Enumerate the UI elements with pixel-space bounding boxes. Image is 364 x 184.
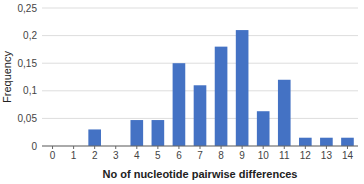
x-tick xyxy=(200,146,201,149)
bar xyxy=(215,47,228,146)
bar xyxy=(299,138,312,146)
grid-line xyxy=(42,63,358,64)
x-tick-label: 4 xyxy=(134,150,140,161)
x-tick-label: 11 xyxy=(279,150,290,161)
x-tick xyxy=(326,146,327,149)
x-tick-label: 8 xyxy=(218,150,224,161)
x-tick-label: 13 xyxy=(321,150,333,161)
x-tick-label: 5 xyxy=(155,150,161,161)
x-tick xyxy=(157,146,158,149)
x-tick xyxy=(284,146,285,149)
x-tick xyxy=(263,146,264,149)
x-tick-label: 10 xyxy=(258,150,270,161)
x-tick xyxy=(115,146,116,149)
y-tick-label: 0,1 xyxy=(23,85,37,96)
x-tick xyxy=(305,146,306,149)
bar xyxy=(130,120,143,146)
y-tick-label: 0 xyxy=(31,141,37,152)
chart-svg: 00,050,10,150,20,2501234567891011121314N… xyxy=(0,0,364,184)
x-tick-label: 9 xyxy=(239,150,245,161)
bar xyxy=(194,85,207,146)
x-tick-label: 3 xyxy=(113,150,119,161)
x-tick xyxy=(178,146,179,149)
y-axis-label: Frequency xyxy=(1,51,13,103)
x-tick xyxy=(347,146,348,149)
bar xyxy=(88,129,101,146)
x-tick xyxy=(73,146,74,149)
y-tick-label: 0,15 xyxy=(18,58,38,69)
grid-line xyxy=(42,8,358,9)
x-tick-label: 6 xyxy=(176,150,182,161)
x-axis-label: No of nucleotide pairwise differences xyxy=(103,168,298,180)
x-tick-label: 14 xyxy=(342,150,354,161)
x-tick-label: 0 xyxy=(50,150,56,161)
y-tick-label: 0,2 xyxy=(23,30,37,41)
bars xyxy=(88,30,353,146)
bar xyxy=(236,30,249,146)
chart-container: 00,050,10,150,20,2501234567891011121314N… xyxy=(0,0,364,184)
bar xyxy=(152,120,165,146)
x-tick-label: 2 xyxy=(92,150,98,161)
y-tick-label: 0,05 xyxy=(18,113,38,124)
x-tick xyxy=(242,146,243,149)
x-tick-label: 7 xyxy=(197,150,203,161)
x-tick-label: 1 xyxy=(71,150,77,161)
bar xyxy=(320,138,333,146)
x-tick xyxy=(52,146,53,149)
y-tick-label: 0,25 xyxy=(18,3,38,14)
x-tick xyxy=(136,146,137,149)
bar xyxy=(278,80,291,146)
bar xyxy=(173,63,186,146)
x-tick-label: 12 xyxy=(300,150,312,161)
x-tick xyxy=(221,146,222,149)
grid xyxy=(42,8,358,146)
bar xyxy=(257,111,270,146)
bar xyxy=(341,138,354,146)
grid-line xyxy=(42,35,358,36)
x-tick xyxy=(94,146,95,149)
